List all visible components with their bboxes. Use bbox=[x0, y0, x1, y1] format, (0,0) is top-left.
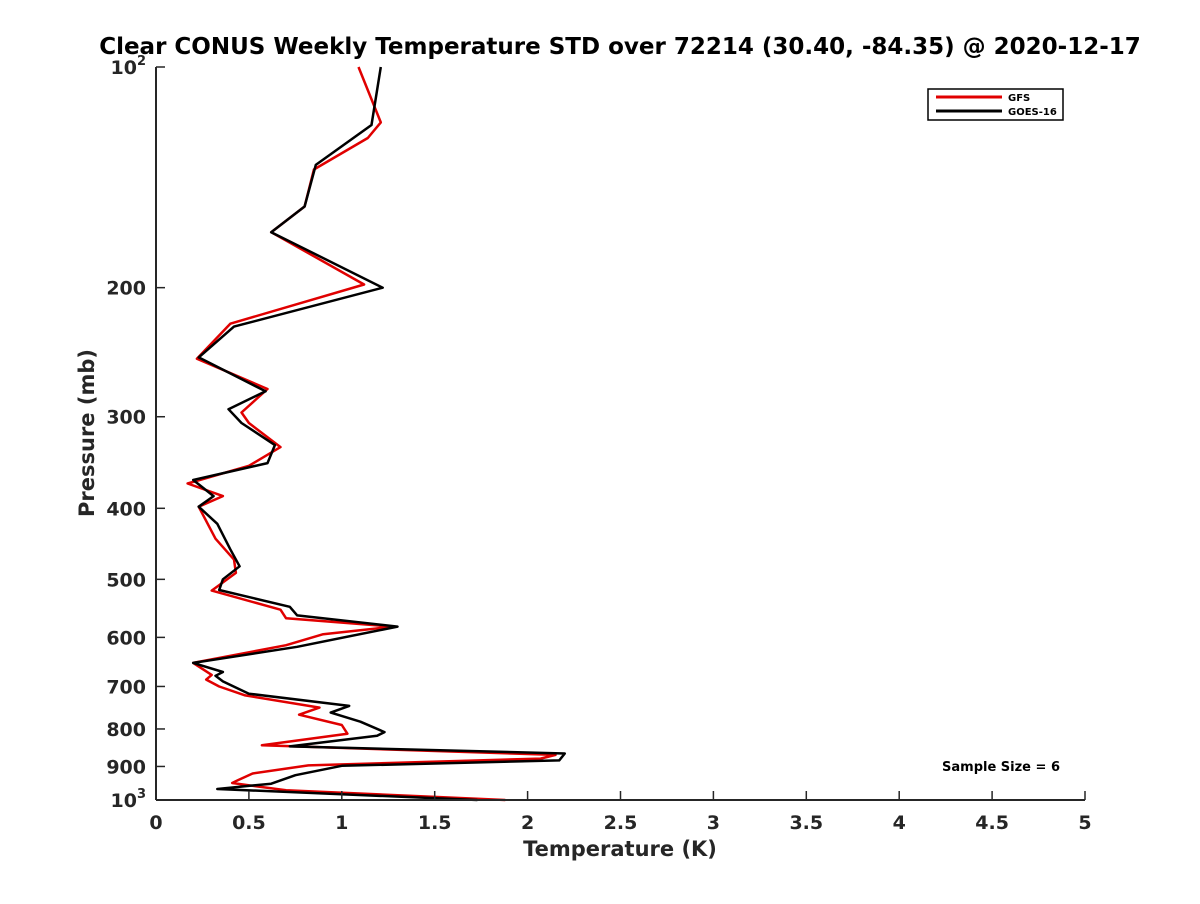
series-line-gfs bbox=[186, 66, 557, 802]
y-ticks: 102 200 300 400 500 600 700 800 900 103 bbox=[106, 54, 165, 812]
sample-size-annotation: Sample Size = 6 bbox=[942, 760, 1060, 775]
legend: GFS GOES-16 bbox=[927, 88, 1064, 121]
plot-area bbox=[156, 67, 1085, 800]
y-tick-label: 900 bbox=[106, 756, 146, 778]
x-tick-label: 1 bbox=[335, 812, 348, 834]
x-tick-label: 2 bbox=[521, 812, 534, 834]
x-tick-label: 3.5 bbox=[789, 812, 823, 834]
chart-title: Clear CONUS Weekly Temperature STD over … bbox=[99, 34, 1141, 60]
legend-box bbox=[927, 88, 1064, 121]
legend-label-gfs: GFS bbox=[1008, 93, 1030, 104]
y-tick-label: 600 bbox=[106, 627, 146, 649]
x-tick-label: 4.5 bbox=[975, 812, 1009, 834]
legend-label-goes16: GOES-16 bbox=[1008, 107, 1057, 118]
x-tick-label: 3 bbox=[707, 812, 720, 834]
y-tick-label: 102 bbox=[111, 54, 147, 79]
x-tick-label: 2.5 bbox=[604, 812, 638, 834]
y-tick-label: 400 bbox=[106, 498, 146, 520]
y-tick-label: 800 bbox=[106, 719, 146, 741]
y-tick-label: 200 bbox=[106, 278, 146, 300]
x-tick-label: 0 bbox=[149, 812, 162, 834]
y-axis-title: Pressure (mb) bbox=[75, 349, 99, 517]
y-tick-label: 103 bbox=[111, 787, 147, 812]
series-layer bbox=[186, 66, 567, 802]
y-tick-label: 700 bbox=[106, 676, 146, 698]
x-tick-label: 0.5 bbox=[232, 812, 266, 834]
x-ticks: 0 0.5 1 1.5 2 2.5 3 3.5 4 4.5 5 bbox=[149, 791, 1092, 834]
y-tick-label: 500 bbox=[106, 569, 146, 591]
x-tick-label: 5 bbox=[1078, 812, 1091, 834]
x-tick-label: 4 bbox=[893, 812, 906, 834]
x-tick-label: 1.5 bbox=[418, 812, 452, 834]
y-tick-label: 300 bbox=[106, 407, 146, 429]
x-axis-title: Temperature (K) bbox=[523, 837, 717, 861]
series-line-goes16 bbox=[191, 66, 567, 802]
